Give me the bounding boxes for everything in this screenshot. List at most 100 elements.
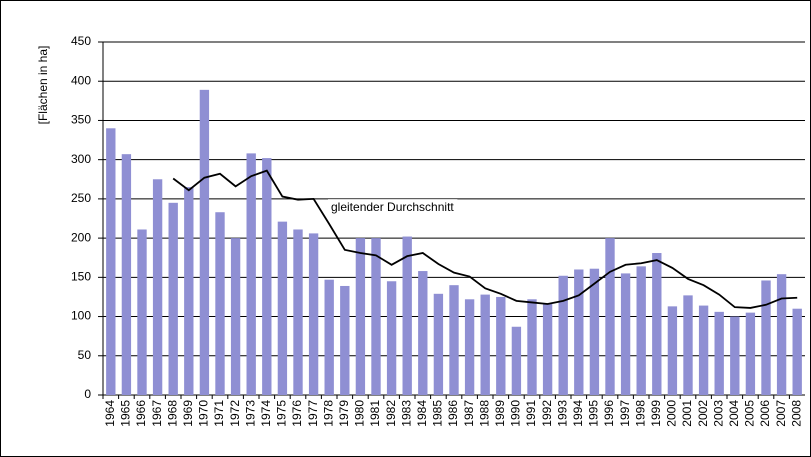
x-tick-label: 1982 [384,400,398,427]
y-axis-label: [Flächen in ha] [36,46,50,125]
bar [480,294,490,395]
bar [683,295,693,395]
x-tick-label: 1988 [477,400,491,427]
y-tick-label: 250 [71,191,91,205]
x-tick-label: 1981 [368,400,382,427]
x-tick-label: 1966 [134,400,148,427]
x-tick-label: 1969 [181,400,195,427]
x-tick-label: 1994 [571,400,585,427]
bar [496,296,506,395]
bar [636,266,646,395]
bar [714,311,724,395]
bar [246,153,256,395]
x-tick-label: 1972 [228,400,242,427]
bar [184,187,194,395]
x-tick-label: 1976 [290,400,304,427]
line-annotation: gleitender Durchschnitt [331,200,454,214]
x-tick-label: 1971 [212,400,226,427]
x-tick-label: 1999 [649,400,663,427]
bar [652,253,662,395]
x-tick-label: 2007 [774,400,788,427]
x-tick-label: 1983 [399,400,413,427]
bar [371,238,381,395]
bar [168,202,178,395]
x-tick-label: 1989 [493,400,507,427]
x-tick-label: 1998 [633,400,647,427]
bar [792,308,802,395]
bar [558,275,568,395]
bar [527,299,537,395]
x-tick-label: 1987 [462,400,476,427]
line [172,169,798,309]
x-tick-label: 1967 [150,400,164,427]
y-tick-label: 300 [71,152,91,166]
x-tick-label: 1996 [602,400,616,427]
x-tick-label: 1978 [321,400,335,427]
y-tick-label: 100 [71,309,91,323]
bar [277,221,288,395]
bar [386,281,397,395]
x-tick-label: 2008 [789,400,803,427]
bar [745,312,756,395]
x-tick-label: 1970 [197,400,211,427]
y-tick-label: 200 [71,230,91,244]
bar [464,299,475,395]
bar [589,268,600,395]
bar [605,238,615,395]
y-tick-label: 0 [84,387,91,401]
x-tick-label: 1993 [555,400,569,427]
bar [355,238,366,395]
y-tick-label: 400 [71,73,91,87]
bar [776,274,787,395]
bar [667,306,678,395]
y-tick-label: 450 [71,34,91,48]
bar [262,158,272,395]
y-tick-label: 350 [71,113,91,127]
y-tick-label: 50 [78,348,92,362]
bar [620,273,631,395]
bar [121,154,132,395]
x-tick-label: 1974 [259,400,273,427]
x-tick-label: 2002 [696,400,710,427]
bar [449,285,459,395]
bar [340,285,350,395]
bar [574,269,584,395]
x-tick-label: 1979 [337,400,351,427]
x-tick-label: 1991 [524,400,538,427]
x-tick-label: 2003 [711,400,725,427]
bar [698,305,709,395]
x-tick-label: 2005 [743,400,757,427]
x-tick-label: 1985 [431,400,445,427]
x-tick-label: 1973 [243,400,257,427]
x-tick-label: 2004 [727,400,741,427]
bar [308,233,319,395]
bar [324,279,334,395]
x-tick-label: 1965 [119,400,133,427]
bar [730,316,740,395]
bar [152,179,163,395]
x-tick-label: 1997 [618,400,632,427]
bar [433,293,444,395]
bar [106,128,116,396]
x-tick-label: 2006 [758,400,772,427]
x-tick-label: 1975 [275,400,289,427]
bar [215,212,225,395]
x-tick-label: 2001 [680,400,694,427]
x-tick-label: 1995 [587,400,601,427]
bar [137,229,147,395]
bar [761,280,771,395]
bar [199,89,210,396]
x-tick-label: 1990 [509,400,523,427]
bar [542,303,553,395]
annotation-bg [328,199,458,216]
x-tick-label: 1984 [415,400,429,427]
bar [418,271,428,395]
x-tick-label: 1968 [165,400,179,427]
bar [293,229,303,395]
x-tick-label: 1980 [353,400,367,427]
bar [402,236,412,395]
y-tick-label: 150 [71,270,91,284]
bar [230,238,241,395]
bar [511,326,522,395]
